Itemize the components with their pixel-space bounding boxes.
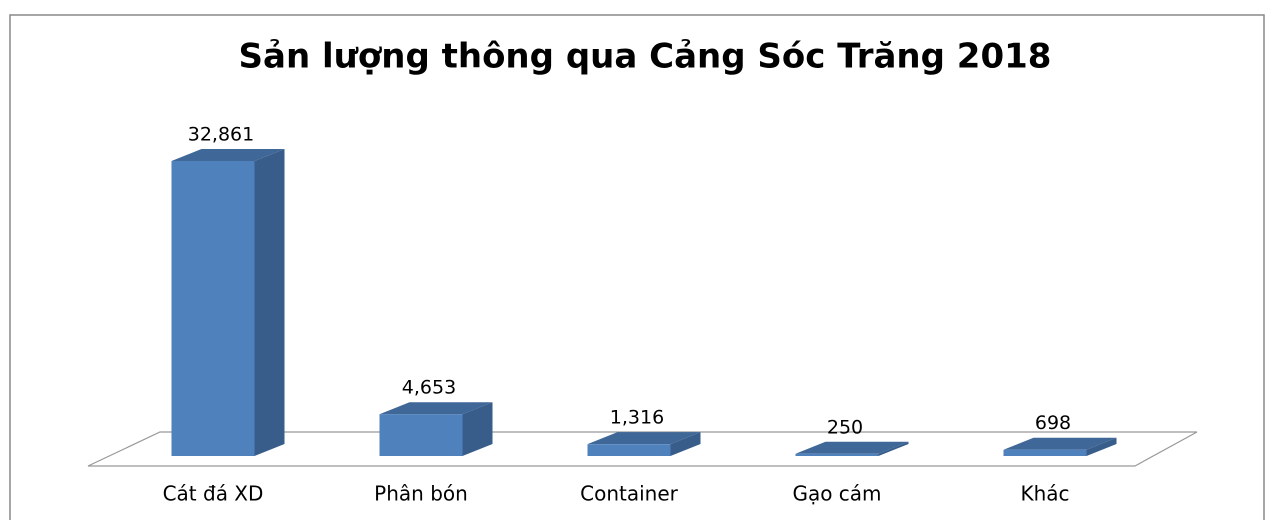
bar-top xyxy=(1003,437,1117,450)
bar-side xyxy=(462,402,493,456)
bar-top xyxy=(171,149,285,161)
bar-side xyxy=(1086,437,1117,456)
bar-side xyxy=(670,432,701,456)
bar-side xyxy=(254,149,285,456)
bar-top xyxy=(587,432,701,445)
bar-top xyxy=(795,441,909,454)
x-tick-label: Khác xyxy=(1020,482,1069,506)
value-label: 1,316 xyxy=(610,407,664,429)
bar-side xyxy=(878,441,909,456)
chart-title: Sản lượng thông qua Cảng Sóc Trăng 2018 xyxy=(239,37,1052,77)
bar xyxy=(587,444,671,456)
bar-top xyxy=(379,402,493,415)
bar xyxy=(171,161,255,456)
x-tick-label: Phân bón xyxy=(374,482,468,506)
value-label: 698 xyxy=(1035,412,1071,434)
bar xyxy=(379,414,463,456)
x-tick-label: Gạo cám xyxy=(792,482,881,506)
value-label: 32,861 xyxy=(188,124,254,146)
bar xyxy=(1003,449,1087,456)
x-tick-label: Container xyxy=(580,482,679,506)
value-label: 250 xyxy=(827,416,863,438)
x-tick-label: Cát đá XD xyxy=(163,482,264,506)
value-label: 4,653 xyxy=(402,377,456,399)
bar xyxy=(795,453,879,456)
